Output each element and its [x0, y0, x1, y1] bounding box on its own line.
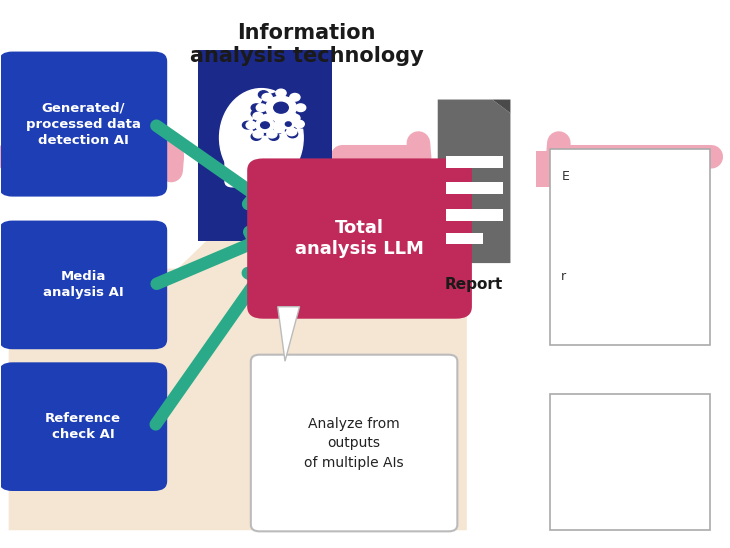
Ellipse shape [220, 89, 303, 187]
FancyBboxPatch shape [447, 182, 503, 195]
Polygon shape [438, 100, 510, 263]
FancyBboxPatch shape [0, 362, 167, 491]
Text: Information
analysis technology: Information analysis technology [190, 23, 423, 66]
Circle shape [267, 112, 277, 120]
FancyBboxPatch shape [0, 52, 167, 197]
Circle shape [252, 115, 278, 135]
Circle shape [269, 110, 279, 118]
Circle shape [242, 121, 253, 129]
Polygon shape [492, 100, 510, 113]
Text: Report: Report [445, 277, 503, 292]
Circle shape [276, 85, 286, 93]
Circle shape [282, 119, 295, 129]
FancyBboxPatch shape [536, 151, 565, 187]
FancyBboxPatch shape [447, 209, 503, 220]
FancyBboxPatch shape [198, 50, 332, 241]
Circle shape [251, 133, 261, 140]
Circle shape [251, 110, 261, 118]
Circle shape [274, 125, 285, 133]
Polygon shape [277, 307, 299, 361]
Text: r: r [561, 270, 566, 283]
Text: Analyze from
outputs
of multiple AIs: Analyze from outputs of multiple AIs [304, 416, 404, 470]
Circle shape [267, 130, 277, 138]
Circle shape [251, 104, 261, 112]
Text: Media
analysis AI: Media analysis AI [43, 270, 123, 299]
Circle shape [288, 130, 298, 138]
Polygon shape [9, 220, 466, 530]
Circle shape [285, 122, 291, 126]
Circle shape [253, 112, 264, 120]
FancyBboxPatch shape [225, 146, 291, 187]
Circle shape [290, 94, 300, 101]
Text: Reference
check AI: Reference check AI [45, 412, 121, 441]
Circle shape [253, 130, 264, 138]
Circle shape [262, 115, 272, 122]
FancyBboxPatch shape [247, 173, 272, 195]
Circle shape [256, 104, 266, 112]
Circle shape [274, 116, 285, 123]
Circle shape [276, 89, 286, 97]
Circle shape [258, 117, 269, 124]
Circle shape [274, 121, 284, 129]
FancyBboxPatch shape [550, 149, 710, 345]
FancyBboxPatch shape [447, 156, 503, 168]
Circle shape [266, 96, 296, 119]
Circle shape [287, 128, 296, 136]
Circle shape [261, 93, 301, 123]
Circle shape [301, 104, 311, 112]
Circle shape [272, 114, 283, 122]
Circle shape [261, 122, 269, 128]
Circle shape [262, 94, 272, 101]
Circle shape [288, 110, 298, 118]
Circle shape [255, 118, 274, 132]
Circle shape [258, 91, 269, 99]
Circle shape [274, 102, 288, 113]
FancyBboxPatch shape [247, 158, 472, 319]
Circle shape [269, 133, 279, 140]
Circle shape [293, 91, 304, 99]
Circle shape [246, 121, 256, 129]
Circle shape [261, 122, 269, 128]
Circle shape [293, 117, 304, 124]
Circle shape [290, 115, 300, 122]
Circle shape [272, 127, 283, 134]
Circle shape [279, 117, 298, 131]
FancyBboxPatch shape [251, 355, 458, 532]
Circle shape [296, 104, 306, 112]
Circle shape [274, 102, 288, 113]
Circle shape [297, 120, 307, 128]
FancyBboxPatch shape [550, 394, 710, 530]
Circle shape [276, 118, 286, 126]
Text: Generated/
processed data
detection AI: Generated/ processed data detection AI [26, 101, 141, 146]
Text: E: E [561, 170, 569, 184]
Circle shape [277, 121, 288, 129]
Circle shape [294, 120, 304, 128]
Circle shape [285, 122, 291, 126]
Circle shape [287, 112, 296, 120]
FancyBboxPatch shape [447, 233, 483, 244]
Circle shape [276, 122, 286, 130]
FancyBboxPatch shape [0, 220, 167, 349]
Text: Total
analysis LLM: Total analysis LLM [295, 219, 424, 258]
